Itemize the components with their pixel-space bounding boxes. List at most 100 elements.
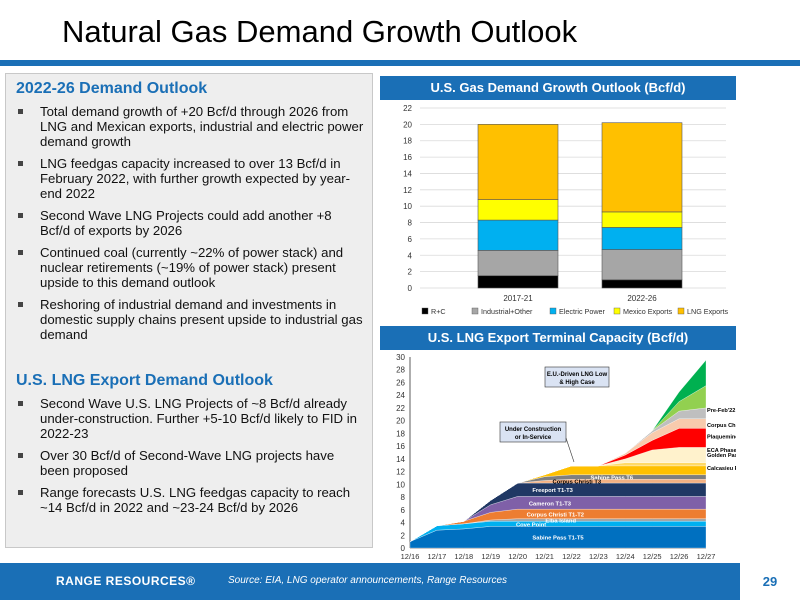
bullet-square-icon: [18, 250, 23, 255]
series-label: Cameron T1-T3: [529, 501, 572, 507]
demand-bullet: Reshoring of industrial demand and inves…: [14, 297, 364, 342]
bullet-square-icon: [18, 109, 23, 114]
lng-bullet-text: Over 30 Bcf/d of Second-Wave LNG project…: [40, 448, 335, 478]
y-tick-label: 6: [408, 235, 413, 244]
lng-bullet-text: Range forecasts U.S. LNG feedgas capacit…: [40, 485, 351, 515]
y-tick-label: 18: [396, 429, 405, 438]
under-construction-annotation-box: [499, 421, 567, 443]
series-label: ECA Phase 1: [707, 448, 736, 454]
demand-bullet: Second Wave LNG Projects could add anoth…: [14, 208, 364, 238]
y-tick-label: 2: [408, 268, 413, 277]
bar-segment: [601, 279, 683, 289]
legend-label: Industrial+Other: [481, 307, 533, 316]
x-tick-label: 12/21: [535, 552, 554, 561]
demand-growth-bar-chart: 0 2 4 6 8 10 12 14 16 18 20 22 2017-21 2022-26 R+C Indu…: [403, 104, 729, 316]
eu-driven-annotation-box: [544, 366, 610, 388]
x-tick-label: 12/19: [481, 552, 500, 561]
demand-bullet-text: LNG feedgas capacity increased to over 1…: [40, 156, 351, 201]
bullet-square-icon: [18, 490, 23, 495]
bar-segment: [477, 124, 559, 200]
y-tick-label: 6: [401, 506, 406, 515]
bar-segment: [601, 227, 683, 250]
legend-label: R+C: [431, 307, 446, 316]
y-tick-label: 10: [396, 480, 405, 489]
legend-label: LNG Exports: [687, 307, 729, 316]
left-panel: 2022-26 Demand Outlook Total demand grow…: [5, 73, 373, 548]
legend-label: Mexico Exports: [623, 307, 673, 316]
bullet-square-icon: [18, 161, 23, 166]
eu-driven-annotation-line: & High Case: [559, 380, 595, 386]
demand-chart-header: U.S. Gas Demand Growth Outlook (Bcf/d): [380, 76, 736, 100]
x-tick-label: 12/16: [401, 552, 420, 561]
lng-bullet: Over 30 Bcf/d of Second-Wave LNG project…: [14, 448, 364, 478]
lng-chart-header: U.S. LNG Export Terminal Capacity (Bcf/d…: [380, 326, 736, 350]
series-label: Elba Island: [545, 518, 576, 524]
x-tick-label: 12/27: [697, 552, 716, 561]
bullet-square-icon: [18, 213, 23, 218]
series-label: Calcasieu Pass: [707, 466, 736, 472]
lng-outlook-heading: U.S. LNG Export Demand Outlook: [16, 372, 273, 389]
bar-segment: [477, 250, 559, 277]
y-tick-label: 24: [396, 391, 405, 400]
lng-bullet: Second Wave U.S. LNG Projects of ~8 Bcf/…: [14, 396, 364, 441]
y-tick-label: 2: [401, 531, 406, 540]
bullet-square-icon: [18, 453, 23, 458]
y-tick-label: 4: [408, 251, 413, 260]
y-tick-label: 0: [401, 544, 406, 553]
series-label: Sabine Pass T6: [591, 476, 634, 482]
page-number: 29: [740, 563, 800, 600]
bar-segment: [601, 211, 683, 228]
series-label: Sabine Pass T1-T5: [532, 536, 584, 542]
y-tick-label: 8: [408, 219, 413, 228]
series-label: Golden Pass T1-T3: [707, 453, 736, 459]
bar-segment: [477, 199, 559, 221]
range-resources-logo: RANGE RESOURCES®: [56, 574, 196, 588]
lng-bullet-text: Second Wave U.S. LNG Projects of ~8 Bcf/…: [40, 396, 358, 441]
y-tick-label: 12: [403, 186, 412, 195]
demand-bullet-text: Second Wave LNG Projects could add anoth…: [40, 208, 332, 238]
lng-bullet: Range forecasts U.S. LNG feedgas capacit…: [14, 485, 364, 515]
y-tick-label: 18: [403, 137, 412, 146]
y-tick-label: 26: [396, 378, 405, 387]
lng-outlook-bullets: Second Wave U.S. LNG Projects of ~8 Bcf/…: [14, 396, 364, 522]
series-label: Plaquemines: [707, 435, 736, 441]
footer-bar: RANGE RESOURCES® Source: EIA, LNG operat…: [0, 563, 800, 600]
series-label: Pre-Feb'22 Likely FID: [707, 408, 736, 414]
y-tick-label: 8: [401, 493, 406, 502]
demand-outlook-bullets: Total demand growth of +20 Bcf/d through…: [14, 104, 364, 349]
title-rule: [0, 60, 800, 66]
y-tick-label: 28: [396, 366, 405, 375]
y-tick-label: 16: [396, 442, 405, 451]
x-tick-label: 12/25: [643, 552, 662, 561]
under-construction-annotation-line: or In-Service: [515, 435, 552, 441]
legend-swatch: [677, 307, 685, 315]
demand-bullet-text: Reshoring of industrial demand and inves…: [40, 297, 363, 342]
y-tick-label: 20: [403, 120, 412, 129]
eu-driven-annotation-line: E.U.-Driven LNG Low: [547, 372, 608, 378]
demand-bullet: Continued coal (currently ~22% of power …: [14, 245, 364, 290]
demand-bullet: LNG feedgas capacity increased to over 1…: [14, 156, 364, 201]
y-tick-label: 22: [396, 404, 405, 413]
series-label: Cove Point: [516, 522, 546, 528]
series-label: Corpus Christi T3: [553, 480, 602, 486]
under-construction-annotation-line: Under Construction: [505, 427, 562, 433]
annotation-pointer: [565, 437, 575, 463]
legend-label: Electric Power: [559, 307, 606, 316]
y-tick-label: 4: [401, 519, 406, 528]
y-tick-label: 30: [396, 353, 405, 362]
x-tick-label: 12/23: [589, 552, 608, 561]
y-tick-label: 20: [396, 417, 405, 426]
bar-segment: [601, 249, 683, 281]
y-tick-label: 14: [396, 455, 405, 464]
bar-segment: [477, 219, 559, 251]
source-note: Source: EIA, LNG operator announcements,…: [228, 575, 508, 586]
bar-segment: [477, 275, 559, 289]
x-tick-label: 12/18: [454, 552, 473, 561]
x-tick-label: 2017-21: [503, 294, 533, 303]
page-title: Natural Gas Demand Growth Outlook: [62, 14, 578, 49]
series-label: Corpus Christi Stg3: [707, 423, 736, 429]
bullet-square-icon: [18, 401, 23, 406]
area-series: [409, 359, 707, 542]
y-tick-label: 16: [403, 153, 412, 162]
